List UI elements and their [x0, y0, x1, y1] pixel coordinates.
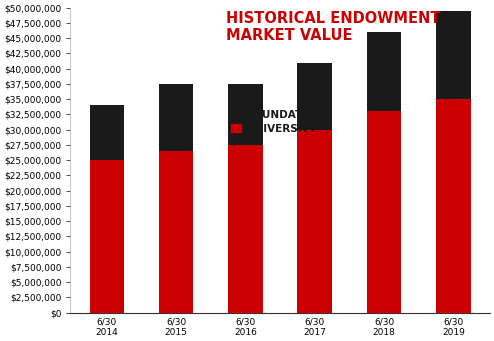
Bar [297, 62, 332, 130]
Bar [228, 145, 263, 313]
Bar [89, 160, 124, 313]
Bar [159, 151, 194, 313]
Bar [159, 84, 194, 151]
Text: HISTORICAL ENDOWMENT
MARKET VALUE: HISTORICAL ENDOWMENT MARKET VALUE [226, 11, 440, 43]
Bar [228, 84, 263, 145]
Bar [367, 32, 402, 111]
Bar [89, 105, 124, 160]
Legend: FOUNDATION, UNIVERSITY: FOUNDATION, UNIVERSITY [231, 110, 324, 134]
Bar [436, 99, 471, 313]
Bar [436, 11, 471, 99]
Bar [297, 130, 332, 313]
Bar [367, 111, 402, 313]
